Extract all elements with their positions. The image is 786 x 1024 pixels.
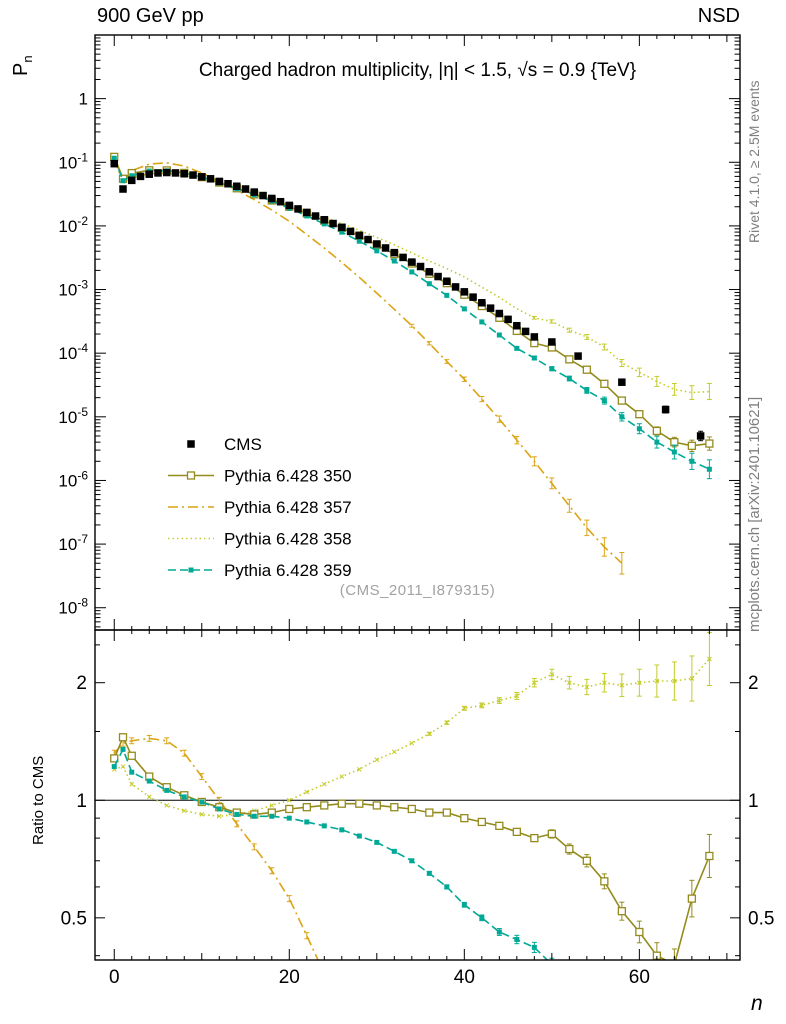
beam-energy-label: 900 GeV pp bbox=[97, 5, 204, 27]
event-class-label: NSD bbox=[697, 5, 740, 27]
x-tick-label: 20 bbox=[279, 967, 300, 988]
ratio-pythia-6-428-350 bbox=[110, 733, 714, 960]
legend-label: Pythia 6.428 359 bbox=[224, 561, 352, 580]
ratio-tick-label-left: 2 bbox=[76, 673, 87, 694]
y-tick-label: 10-2 bbox=[58, 214, 88, 236]
ratio-tick-label-right: 0.5 bbox=[748, 908, 774, 929]
legend: CMS Pythia 6.428 350 Pythia 6.428 357 Pythi… bbox=[168, 435, 352, 580]
analysis-id-watermark: (CMS_2011_I879315) bbox=[339, 582, 496, 599]
main-panel-series bbox=[110, 152, 714, 575]
y-tick-label: 10-1 bbox=[58, 150, 88, 172]
x-tick-label: 60 bbox=[629, 967, 650, 988]
series-pythia-6-428-357 bbox=[113, 155, 625, 575]
ratio-tick-label-left: 1 bbox=[76, 791, 87, 812]
ratio-tick-label-right: 2 bbox=[748, 673, 759, 694]
ratio-pythia-6-428-357 bbox=[111, 734, 319, 960]
series-pythia-6-428-359 bbox=[111, 155, 712, 480]
ratio-tick-label-right: 1 bbox=[748, 791, 759, 812]
legend-label: Pythia 6.428 358 bbox=[224, 530, 352, 549]
y-tick-label: 10-4 bbox=[58, 341, 88, 363]
plot-title: Charged hadron multiplicity, |η| < 1.5, … bbox=[198, 60, 637, 81]
y-tick-label: 10-5 bbox=[58, 405, 88, 427]
y-tick-label: 10-8 bbox=[58, 596, 88, 618]
x-axis-label: n bbox=[751, 992, 763, 1015]
y-tick-label: 10-3 bbox=[58, 278, 88, 300]
series-pythia-6-428-358 bbox=[113, 158, 712, 401]
ratio-pythia-6-428-358 bbox=[111, 631, 712, 819]
y-tick-label: 10-7 bbox=[58, 532, 88, 554]
legend-label: CMS bbox=[224, 435, 262, 454]
legend-label: Pythia 6.428 350 bbox=[224, 467, 352, 486]
x-tick-label: 40 bbox=[454, 967, 475, 988]
ratio-pythia-6-428-359 bbox=[111, 746, 555, 960]
series-pythia-6-428-350 bbox=[110, 152, 714, 452]
ratio-panel-series bbox=[110, 631, 714, 960]
ratio-panel-frame bbox=[94, 629, 741, 961]
y-tick-label: 10-6 bbox=[58, 468, 88, 490]
y-tick-label: 1 bbox=[79, 90, 88, 109]
ratio-tick-label-left: 0.5 bbox=[61, 908, 87, 929]
x-tick-label: 0 bbox=[109, 967, 120, 988]
legend-label: Pythia 6.428 357 bbox=[224, 498, 352, 517]
series-cms bbox=[110, 159, 705, 442]
